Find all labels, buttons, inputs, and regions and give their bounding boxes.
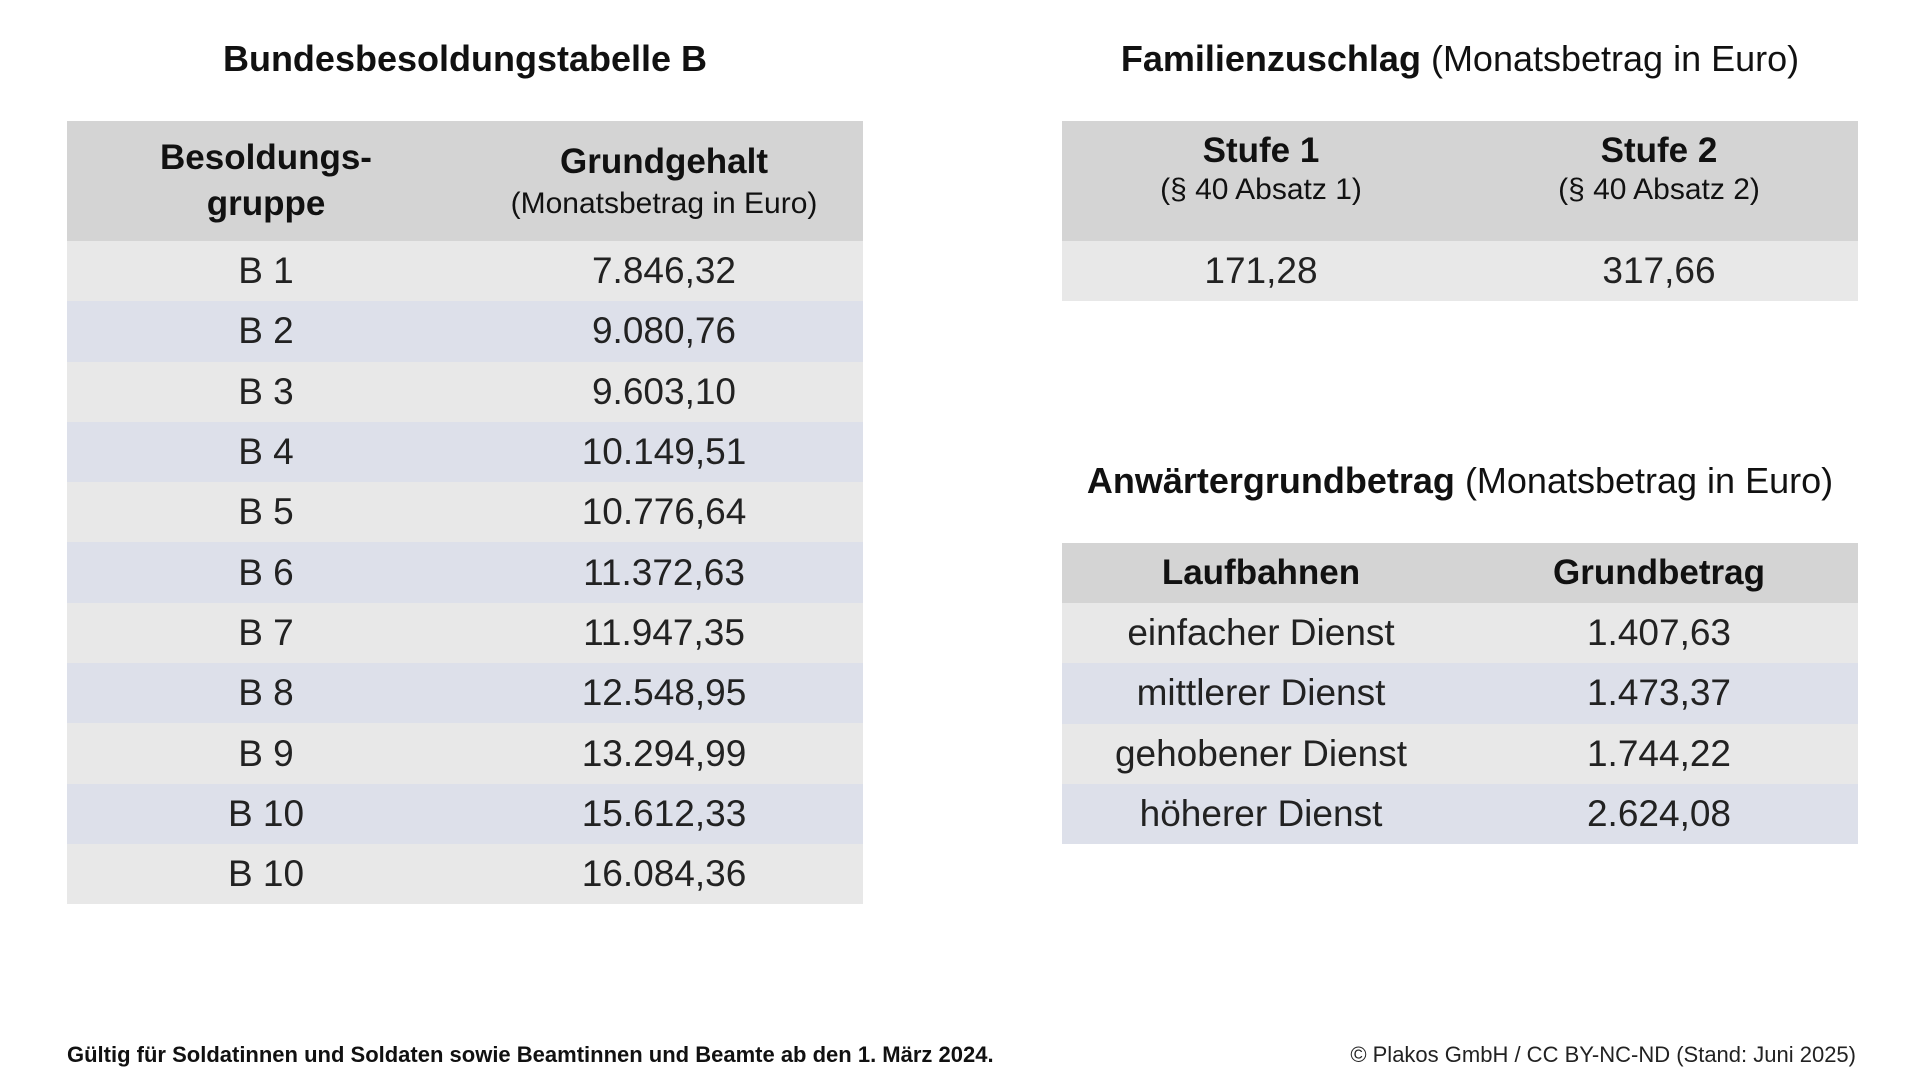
table-row: B 8 12.548,95 [67, 663, 863, 724]
header-stufe-2: Stufe 2 (§ 40 Absatz 2) [1460, 121, 1858, 241]
familienzuschlag-title: Familienzuschlag (Monatsbetrag in Euro) [1062, 38, 1858, 80]
stufe-1-value: 171,28 [1062, 241, 1460, 301]
besoldung-title: Bundesbesoldungstabelle B [67, 38, 863, 80]
besoldung-group-cell: B 3 [67, 361, 465, 422]
laufbahn-cell: gehobener Dienst [1062, 723, 1460, 784]
besoldung-group-cell: B 10 [67, 843, 465, 905]
betrag-cell: 1.744,22 [1460, 723, 1858, 784]
stufe-2-value: 317,66 [1460, 241, 1858, 301]
besoldung-value-cell: 10.776,64 [465, 482, 863, 543]
header-stufe-2-sub: (§ 40 Absatz 2) [1558, 173, 1760, 206]
besoldung-value-cell: 12.548,95 [465, 663, 863, 724]
header-stufe-1-label: Stufe 1 [1202, 131, 1320, 170]
anwaerter-title-light: (Monatsbetrag in Euro) [1464, 460, 1834, 501]
header-stufe-1: Stufe 1 (§ 40 Absatz 1) [1062, 121, 1460, 241]
besoldung-group-cell: B 9 [67, 723, 465, 784]
anwaerter-table: Laufbahnen Grundbetrag einfacher Dienst 1… [1062, 543, 1858, 845]
besoldung-group-cell: B 5 [67, 482, 465, 543]
header-grundbetrag: Grundbetrag [1460, 543, 1858, 603]
betrag-cell: 1.473,37 [1460, 663, 1858, 724]
table-row: B 1 7.846,32 [67, 241, 863, 302]
besoldung-value-cell: 10.149,51 [465, 421, 863, 483]
table-row: höherer Dienst 2.624,08 [1062, 783, 1858, 845]
header-stufe-2-label: Stufe 2 [1600, 131, 1718, 170]
familienzuschlag-table: Stufe 1 (§ 40 Absatz 1) Stufe 2 (§ 40 Ab… [1062, 121, 1858, 301]
besoldung-group-cell: B 10 [67, 783, 465, 844]
header-grundgehalt-sub: (Monatsbetrag in Euro) [510, 187, 818, 220]
besoldung-group-cell: B 7 [67, 602, 465, 664]
header-grundgehalt: Grundgehalt (Monatsbetrag in Euro) [465, 121, 863, 241]
table-row: einfacher Dienst 1.407,63 [1062, 603, 1858, 664]
table-row: gehobener Dienst 1.744,22 [1062, 723, 1858, 784]
laufbahn-cell: einfacher Dienst [1062, 603, 1460, 664]
table-row: B 10 16.084,36 [67, 843, 863, 905]
table-row: mittlerer Dienst 1.473,37 [1062, 663, 1858, 724]
besoldung-value-cell: 11.372,63 [465, 542, 863, 603]
table-row: 171,28 317,66 [1062, 241, 1858, 301]
familienzuschlag-header-row: Stufe 1 (§ 40 Absatz 1) Stufe 2 (§ 40 Ab… [1062, 121, 1858, 241]
header-grundgehalt-label: Grundgehalt [559, 142, 769, 181]
validity-note: Gültig für Soldatinnen und Soldaten sowi… [67, 1042, 994, 1067]
table-row: B 4 10.149,51 [67, 421, 863, 483]
besoldung-value-cell: 9.080,76 [465, 301, 863, 362]
besoldung-value-cell: 16.084,36 [465, 843, 863, 905]
table-row: B 9 13.294,99 [67, 723, 863, 784]
table-row: B 2 9.080,76 [67, 301, 863, 362]
besoldung-group-cell: B 2 [67, 301, 465, 362]
laufbahn-cell: höherer Dienst [1062, 783, 1460, 845]
table-row: B 5 10.776,64 [67, 482, 863, 543]
besoldung-group-cell: B 6 [67, 542, 465, 603]
besoldung-group-cell: B 1 [67, 241, 465, 302]
header-laufbahnen: Laufbahnen [1062, 543, 1460, 603]
header-stufe-1-sub: (§ 40 Absatz 1) [1160, 173, 1362, 206]
table-row: B 10 15.612,33 [67, 783, 863, 844]
besoldung-group-cell: B 8 [67, 663, 465, 724]
besoldung-table: Besoldungs- gruppe Grundgehalt (Monatsbe… [67, 121, 863, 905]
besoldung-value-cell: 7.846,32 [465, 241, 863, 302]
familienzuschlag-title-light: (Monatsbetrag in Euro) [1430, 38, 1800, 79]
header-besoldungsgruppe: Besoldungs- gruppe [67, 121, 465, 241]
besoldung-value-cell: 9.603,10 [465, 361, 863, 422]
anwaerter-title-bold: Anwärtergrundbetrag [1086, 460, 1455, 501]
laufbahn-cell: mittlerer Dienst [1062, 663, 1460, 724]
copyright-note: © Plakos GmbH / CC BY-NC-ND (Stand: Juni… [1350, 1042, 1856, 1067]
besoldung-value-cell: 11.947,35 [465, 602, 863, 664]
besoldung-group-cell: B 4 [67, 421, 465, 483]
anwaerter-header-row: Laufbahnen Grundbetrag [1062, 543, 1858, 603]
besoldung-header-row: Besoldungs- gruppe Grundgehalt (Monatsbe… [67, 121, 863, 241]
table-row: B 6 11.372,63 [67, 542, 863, 603]
table-row: B 3 9.603,10 [67, 361, 863, 422]
besoldung-value-cell: 13.294,99 [465, 723, 863, 784]
besoldung-value-cell: 15.612,33 [465, 783, 863, 844]
betrag-cell: 2.624,08 [1460, 783, 1858, 845]
header-besoldungsgruppe-label: Besoldungs- gruppe [160, 138, 372, 223]
table-row: B 7 11.947,35 [67, 602, 863, 664]
betrag-cell: 1.407,63 [1460, 603, 1858, 664]
familienzuschlag-title-bold: Familienzuschlag [1120, 38, 1421, 79]
besoldung-title-text: Bundesbesoldungstabelle B [222, 38, 708, 79]
anwaerter-title: Anwärtergrundbetrag (Monatsbetrag in Eur… [1062, 460, 1858, 502]
